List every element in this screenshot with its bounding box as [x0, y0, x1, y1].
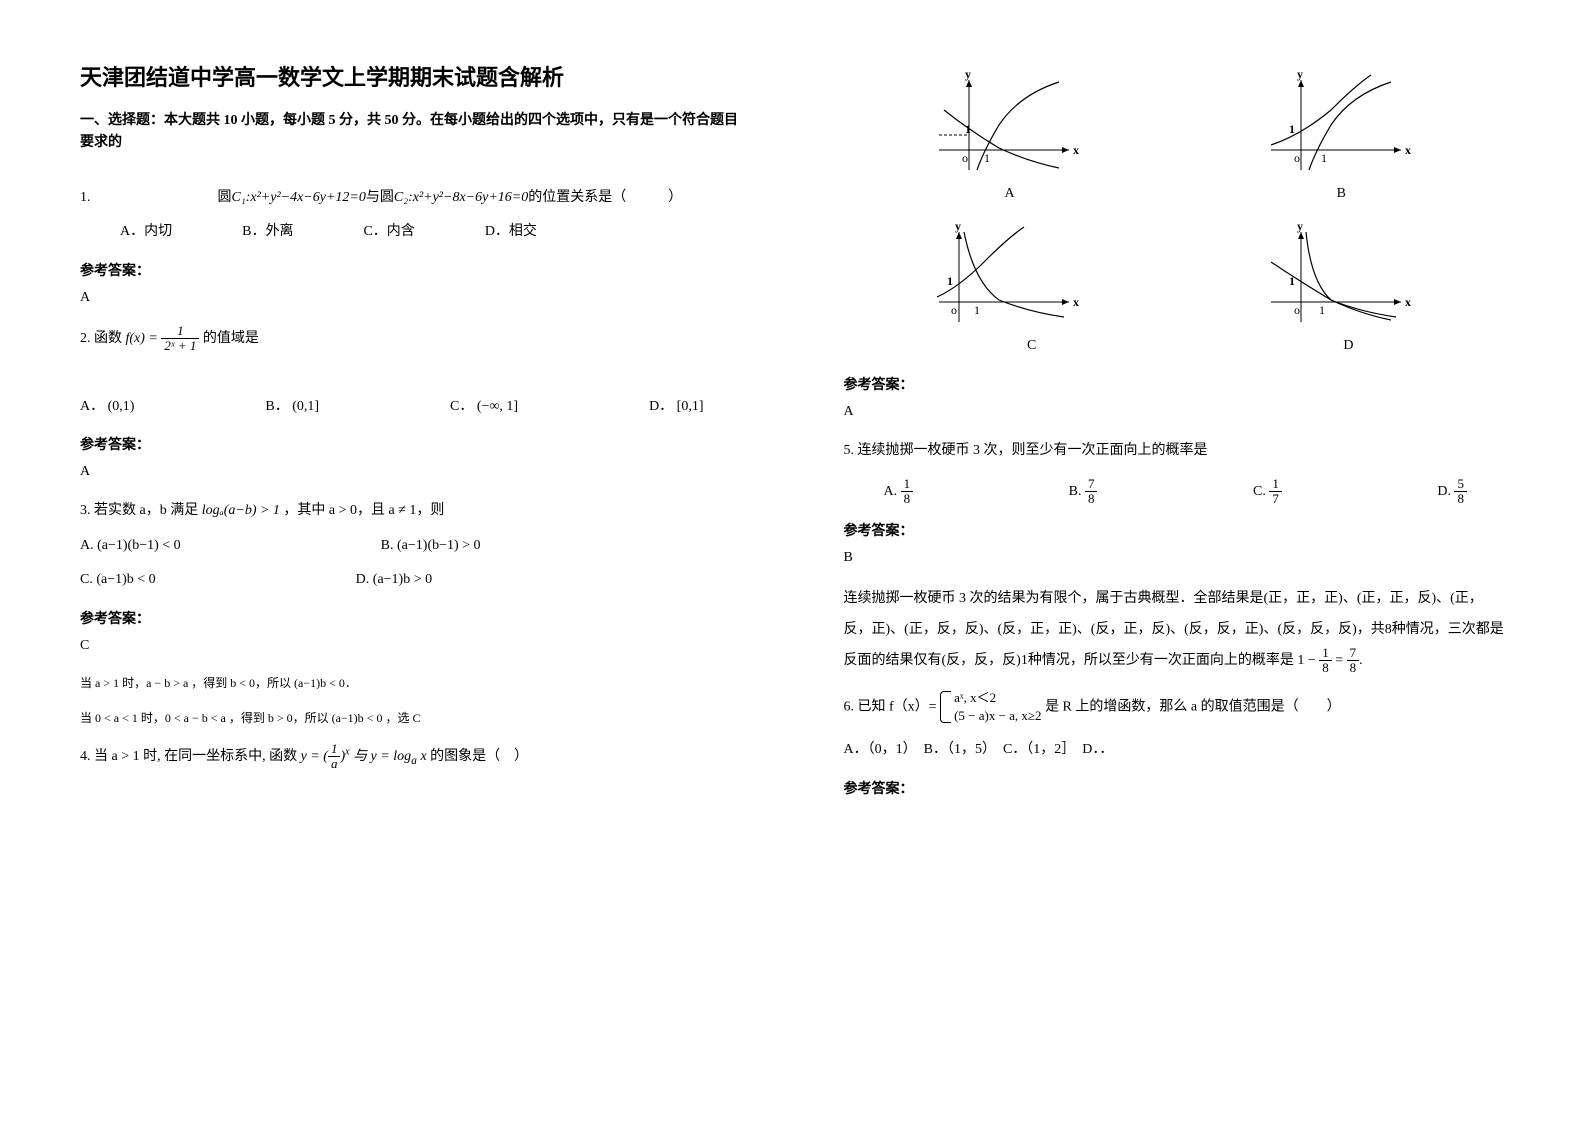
q3-opt-d: D. (a−1)b > 0	[356, 567, 432, 594]
question-4: 4. 当 a > 1 时, 在同一坐标系中, 函数 y = (1a)x 与 y …	[80, 742, 744, 772]
question-2: 2. 函数 f(x) = 12ˣ + 1 的值域是 A． (0,1) B． (0…	[80, 324, 744, 420]
q3-options-row2: C. (a−1)b < 0 D. (a−1)b > 0	[80, 567, 744, 594]
q3-explain-2: 当 0 < a < 1 时，0 < a − b < a ，得到 b > 0，所以…	[80, 707, 744, 730]
q2-opt-b: B． (0,1]	[265, 394, 319, 421]
svg-text:x: x	[1073, 295, 1079, 309]
svg-text:o: o	[962, 151, 968, 165]
q6-piecewise: aˣ, x＜2 (5 − a)x − a, x≥2	[940, 689, 1042, 725]
graph-a: 1 o x y 1	[929, 70, 1089, 180]
q5-opt-c: C. 17	[1253, 477, 1282, 507]
svg-text:y: y	[955, 222, 961, 233]
q4-func: y = (1a)x 与 y = loga x	[301, 749, 431, 764]
answer-label: 参考答案：	[80, 260, 744, 280]
q6-num: 6. 已知 f（x）=	[844, 699, 937, 714]
q2-opt-a: A． (0,1)	[80, 394, 134, 421]
question-1: 1. 圆C₁:x²+y²−4x−6y+12=0与圆C₂:x²+y²−8x−6y+…	[80, 185, 744, 246]
q3-opt-a: A. (a−1)(b−1) < 0	[80, 533, 181, 560]
q3-answer: C	[80, 638, 744, 654]
question-6: 6. 已知 f（x）= aˣ, x＜2 (5 − a)x − a, x≥2 是 …	[844, 689, 1508, 725]
graph-c: 1 o x y 1	[929, 222, 1089, 332]
q2-num: 2. 函数	[80, 331, 122, 346]
q2-opt-d: D． [0,1]	[649, 394, 703, 421]
q2-opt-c: C． (−∞, 1]	[450, 394, 518, 421]
q3-opt-c: C. (a−1)b < 0	[80, 567, 156, 594]
label-a: A	[1005, 186, 1015, 202]
label-d: D	[1343, 338, 1353, 354]
q4-num: 4. 当 a > 1 时, 在同一坐标系中, 函数	[80, 749, 297, 764]
svg-text:y: y	[1297, 222, 1303, 233]
answer-label: 参考答案：	[844, 778, 1508, 798]
answer-label: 参考答案：	[80, 434, 744, 454]
q2-options: A． (0,1) B． (0,1] C． (−∞, 1] D． [0,1]	[80, 394, 744, 421]
q2-func: f(x) = 12ˣ + 1	[126, 331, 203, 346]
svg-text:o: o	[1294, 151, 1300, 165]
svg-text:o: o	[1294, 303, 1300, 317]
answer-label: 参考答案：	[844, 520, 1508, 540]
svg-text:y: y	[965, 70, 971, 81]
svg-text:1: 1	[1321, 151, 1327, 165]
q1-answer: A	[80, 290, 744, 306]
svg-text:1: 1	[947, 274, 953, 288]
q1-options: A．内切 B．外离 C．内含 D．相交	[80, 219, 744, 246]
q3-explain-1: 当 a > 1 时，a − b > a ，得到 b < 0，所以 (a−1)b …	[80, 672, 744, 695]
q3-options-row1: A. (a−1)(b−1) < 0 B. (a−1)(b−1) > 0	[80, 533, 744, 560]
svg-text:o: o	[951, 303, 957, 317]
q1-opt-b: B．外离	[242, 219, 293, 246]
svg-text:1: 1	[1319, 303, 1325, 317]
page-title: 天津团结道中学高一数学文上学期期末试题含解析	[80, 60, 744, 92]
q1-opt-c: C．内含	[363, 219, 414, 246]
q5-options: A. 18 B. 78 C. 17 D. 58	[844, 477, 1508, 507]
q1-opt-d: D．相交	[485, 219, 537, 246]
svg-text:x: x	[1073, 143, 1079, 157]
q5-opt-a: A. 18	[884, 477, 914, 507]
q4-answer: A	[844, 404, 1508, 420]
svg-text:1: 1	[984, 151, 990, 165]
q4-graphs-row1: 1 o x y 1 1 o x y 1	[844, 70, 1508, 180]
q1-opt-a: A．内切	[120, 219, 172, 246]
svg-text:1: 1	[974, 303, 980, 317]
q4-labels-row1: A B	[844, 186, 1508, 202]
q3-opt-b: B. (a−1)(b−1) > 0	[381, 533, 481, 560]
q1-num: 1.	[80, 190, 91, 205]
graph-d: 1 o x y 1	[1261, 222, 1421, 332]
q4-graphs-row2: 1 o x y 1 1 o x y 1	[844, 222, 1508, 332]
svg-text:x: x	[1405, 295, 1411, 309]
svg-text:y: y	[1297, 70, 1303, 81]
q6-options: A．（0，1） B．（1，5） C．（1，2］ D．．	[844, 737, 1508, 764]
q5-opt-b: B. 78	[1069, 477, 1098, 507]
q5-explain: 连续抛掷一枚硬币 3 次的结果为有限个，属于古典概型．全部结果是(正，正，正)、…	[844, 584, 1508, 676]
question-3: 3. 若实数 a，b 满足 logₐ(a−b) > 1 ，其中 a > 0，且 …	[80, 498, 744, 594]
label-b: B	[1337, 186, 1346, 202]
q1-text: 圆C₁:x²+y²−4x−6y+12=0与圆C₂:x²+y²−8x−6y+16=…	[218, 190, 683, 205]
q5-opt-d: D. 58	[1437, 477, 1467, 507]
svg-text:x: x	[1405, 143, 1411, 157]
q3-num: 3. 若实数 a，b 满足	[80, 503, 198, 518]
q4-labels-row2: C D	[844, 338, 1508, 354]
q2-answer: A	[80, 464, 744, 480]
question-5: 5. 连续抛掷一枚硬币 3 次，则至少有一次正面向上的概率是	[844, 438, 1508, 465]
q5-answer: B	[844, 550, 1508, 566]
label-c: C	[997, 338, 1036, 354]
graph-b: 1 o x y 1	[1261, 70, 1421, 180]
section-head: 一、选择题：本大题共 10 小题，每小题 5 分，共 50 分。在每小题给出的四…	[80, 110, 744, 155]
answer-label: 参考答案：	[80, 608, 744, 628]
svg-text:1: 1	[1289, 122, 1295, 136]
answer-label: 参考答案：	[844, 374, 1508, 394]
